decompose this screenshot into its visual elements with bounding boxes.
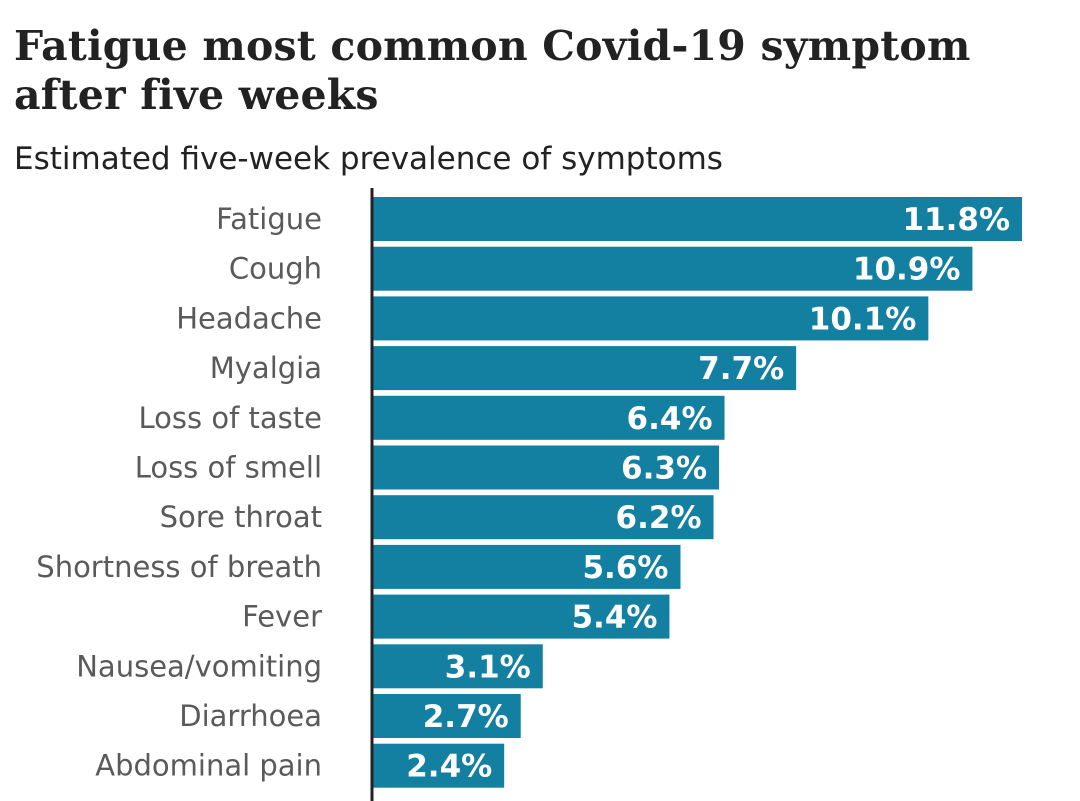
- category-label: Nausea/vomiting: [76, 649, 322, 683]
- value-label: 2.4%: [406, 749, 492, 785]
- chart-subtitle: Estimated five-week prevalence of sympto…: [14, 141, 723, 177]
- bar-diarrhoea: [372, 694, 521, 738]
- bar-nausea-vomiting: [372, 644, 543, 689]
- value-label: 5.6%: [582, 550, 668, 586]
- value-label: 5.4%: [571, 600, 657, 636]
- bar-fever: [372, 594, 670, 639]
- value-label: 6.2%: [616, 500, 702, 536]
- bar-shortness-of-breath: [372, 544, 681, 589]
- category-label: Fatigue: [216, 202, 322, 236]
- category-label: Loss of smell: [135, 451, 322, 485]
- category-label: Sore throat: [160, 500, 322, 534]
- value-label: 3.1%: [445, 649, 531, 685]
- category-label: Fever: [242, 600, 322, 634]
- value-label: 10.9%: [853, 252, 961, 288]
- bar-fatigue: [372, 197, 1022, 241]
- value-label: 6.3%: [621, 451, 707, 487]
- bar-loss-of-taste: [372, 395, 725, 440]
- category-label: Loss of taste: [139, 401, 322, 435]
- category-label: Diarrhoea: [179, 699, 322, 733]
- category-label: Shortness of breath: [36, 550, 322, 584]
- value-label: 2.7%: [423, 699, 509, 735]
- category-label: Headache: [176, 301, 322, 335]
- value-label: 7.7%: [698, 351, 784, 387]
- bar-myalgia: [372, 346, 797, 391]
- category-label: Cough: [229, 252, 322, 286]
- bar-sore-throat: [372, 495, 714, 540]
- value-label: 10.1%: [809, 301, 917, 337]
- value-label: 6.4%: [627, 401, 713, 437]
- chart-title: Fatigue most common Covid-19 symptom aft…: [14, 22, 971, 119]
- bar-cough: [372, 246, 973, 291]
- bar-loss-of-smell: [372, 445, 720, 490]
- bar-headache: [372, 296, 929, 341]
- category-label: Abdominal pain: [95, 749, 322, 783]
- bar-abdominal-pain: [372, 743, 505, 788]
- value-label: 11.8%: [902, 202, 1010, 238]
- category-label: Myalgia: [210, 351, 322, 385]
